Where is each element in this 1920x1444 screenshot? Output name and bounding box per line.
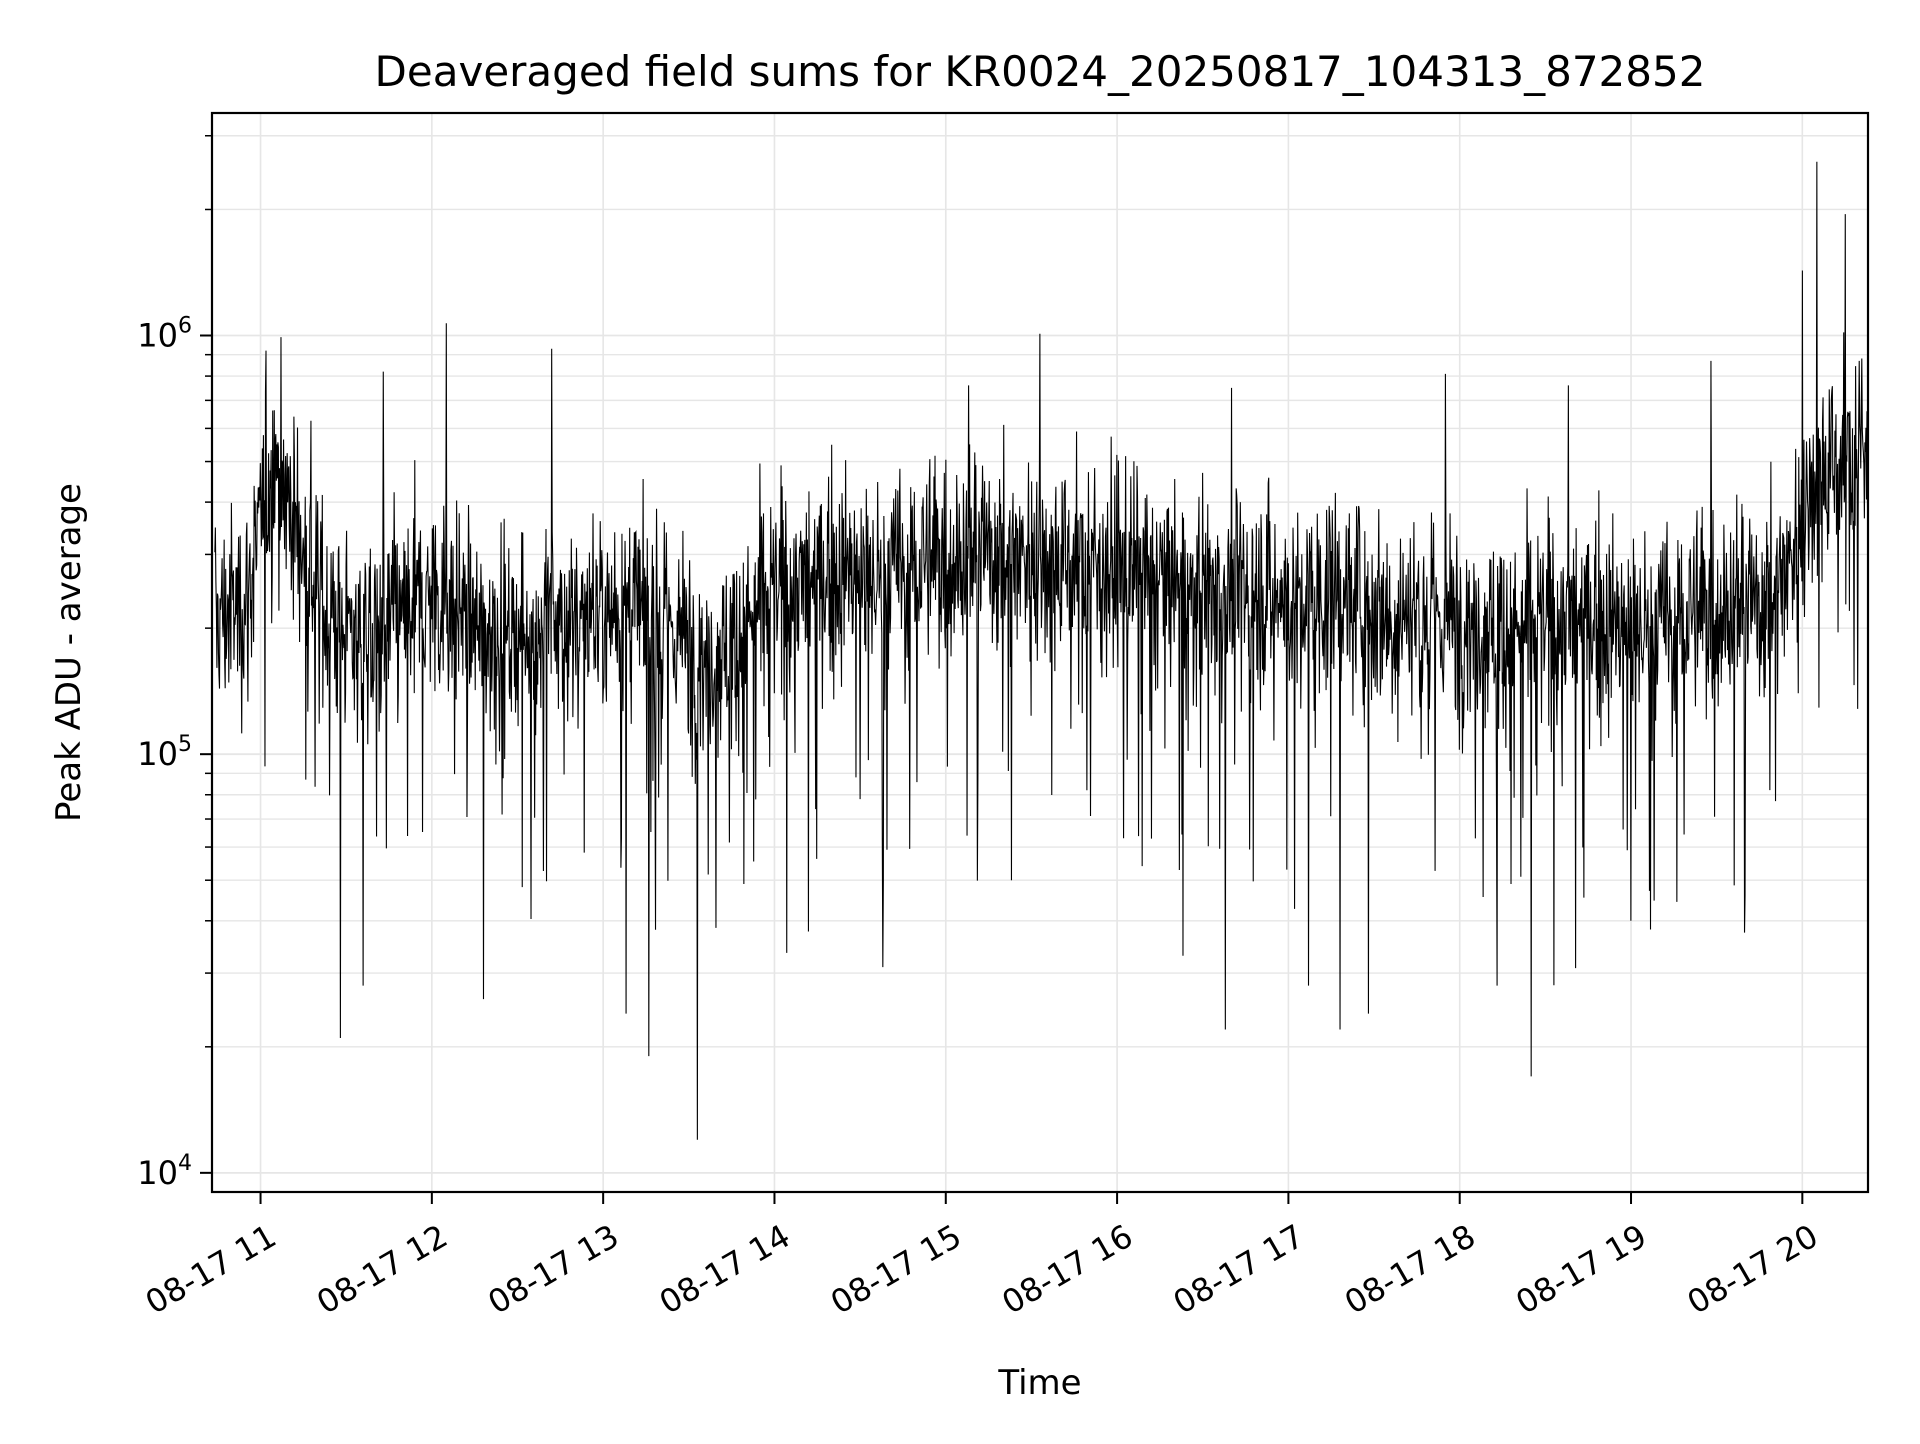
- chart-title: Deaveraged field sums for KR0024_2025081…: [375, 47, 1706, 96]
- y-axis-label: Peak ADU - average: [49, 483, 89, 822]
- x-axis-label: Time: [997, 1363, 1081, 1403]
- series-line: [214, 161, 1869, 1140]
- axes-frame: [210, 111, 1870, 1194]
- y-tick-label: 105: [137, 732, 192, 773]
- plot-area: [214, 161, 1869, 1140]
- y-axis: 104 105 106: [137, 135, 212, 1192]
- y-tick-label: 106: [137, 314, 192, 355]
- y-tick-label: 104: [137, 1151, 192, 1192]
